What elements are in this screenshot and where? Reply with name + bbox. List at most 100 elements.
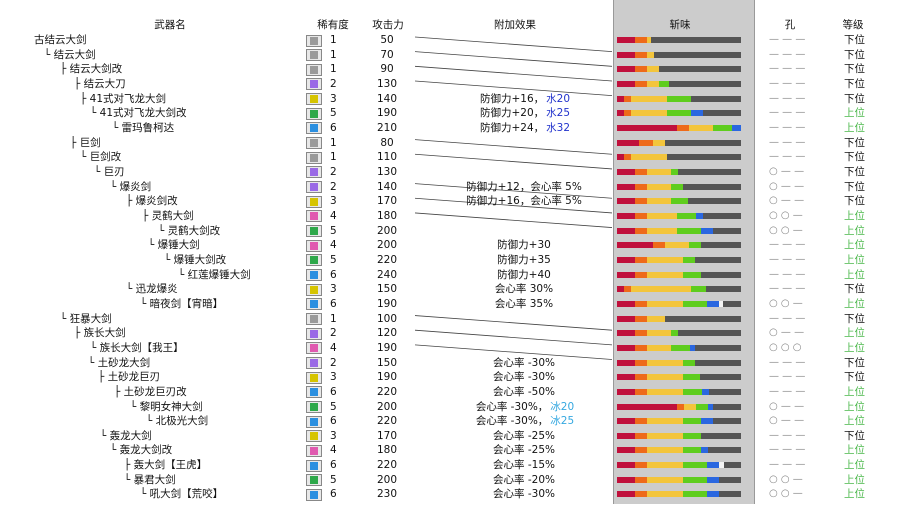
sharpness-bar <box>617 154 741 161</box>
slots-value: ○ — — <box>769 327 805 339</box>
sharpness-segment <box>683 432 701 439</box>
weapon-name[interactable]: └ 爆锤大剑 <box>148 239 200 252</box>
effect-text: 会心率 -30%， 冰20 <box>440 400 610 415</box>
rarity-icon <box>306 283 322 296</box>
weapon-name[interactable]: ├ 土砂龙巨刃 <box>98 371 161 384</box>
slots-value: ○ — — <box>769 415 805 427</box>
sharpness-segment <box>647 330 671 337</box>
sharpness-segment <box>671 183 683 190</box>
rarity-icon <box>306 49 322 62</box>
weapon-name[interactable]: └ 土砂龙大剑 <box>88 356 151 369</box>
weapon-name[interactable]: └ 迅龙爆炎 <box>126 283 178 296</box>
rarity-value: 6 <box>330 415 337 428</box>
effect-main: 防御力+40 <box>497 268 551 281</box>
weapon-name[interactable]: └ 吼大剑【荒咬】 <box>140 488 224 501</box>
weapon-name[interactable]: ├ 轰大剑【王虎】 <box>124 459 208 472</box>
slots-value: — — — <box>769 312 806 324</box>
header-effect: 附加效果 <box>494 19 536 31</box>
weapon-name[interactable]: └ 黎明女神大剑 <box>130 400 203 413</box>
weapon-name[interactable]: └ 雷玛鲁柯达 <box>112 121 175 134</box>
grade-value: 下位 <box>844 92 865 105</box>
sharpness-segment <box>617 315 635 322</box>
rarity-value: 2 <box>330 165 337 178</box>
weapon-name[interactable]: 古结云大剑 <box>34 34 87 46</box>
sharpness-segment <box>617 183 635 190</box>
weapon-name[interactable]: └ 族长大剑【我王】 <box>90 341 184 354</box>
rarity-value: 5 <box>330 253 337 266</box>
sharpness-segment <box>708 403 713 410</box>
weapon-name[interactable]: ├ 41式对飞龙大剑 <box>80 92 167 105</box>
rarity-icon <box>306 151 322 164</box>
sharpness-segment <box>707 300 719 307</box>
sharpness-segment <box>690 344 695 351</box>
weapon-row: └ 暗夜剑【宵暗】 6 190 会心率 35% ○ ○ — 上位 <box>0 297 914 312</box>
sharpness-bar <box>617 95 741 102</box>
weapon-name[interactable]: └ 狂暴大剑 <box>60 312 112 325</box>
sharpness-bar <box>617 168 741 175</box>
weapon-name[interactable]: └ 爆炎剑 <box>110 180 152 193</box>
sharpness-segment <box>702 388 710 395</box>
sharpness-bar <box>617 476 741 483</box>
rarity-icon <box>306 225 322 238</box>
attack-value: 90 <box>380 63 394 76</box>
effect-text: 会心率 -30% <box>440 487 610 502</box>
slots-value: ○ — — <box>769 165 805 177</box>
slots-value: — — — <box>769 107 806 119</box>
sharpness-segment <box>635 66 647 73</box>
weapon-name[interactable]: ├ 结云大刀 <box>74 77 126 90</box>
grade-value: 下位 <box>844 77 865 90</box>
sharpness-bar <box>617 491 741 498</box>
weapon-name[interactable]: ├ 巨剑 <box>70 136 101 149</box>
weapon-name[interactable]: └ 41式对飞龙大剑改 <box>90 107 187 120</box>
upgrade-path-line <box>414 153 613 170</box>
weapon-name[interactable]: └ 暴君大剑 <box>124 473 176 486</box>
rarity-value: 4 <box>330 341 337 354</box>
effect-text <box>440 33 610 48</box>
sharpness-bar <box>617 124 741 131</box>
effect-text: 防御力+40 <box>440 268 610 283</box>
weapon-name[interactable]: └ 暗夜剑【宵暗】 <box>140 297 224 310</box>
sharpness-segment <box>647 462 683 469</box>
weapon-row: └ 灵鹤大剑改 5 200 ○ ○ — 上位 <box>0 224 914 239</box>
effect-element: 水25 <box>546 107 571 120</box>
weapon-name[interactable]: └ 巨剑改 <box>80 151 122 164</box>
weapon-row: └ 雷玛鲁柯达 6 210 防御力+24， 水32 — — — 上位 <box>0 121 914 136</box>
attack-value: 140 <box>376 92 398 105</box>
weapon-name[interactable]: ├ 灵鹤大剑 <box>142 209 194 222</box>
sharpness-segment <box>683 418 701 425</box>
sharpness-segment <box>707 491 719 498</box>
weapon-name[interactable]: └ 爆锤大剑改 <box>164 253 227 266</box>
sharpness-segment <box>635 447 647 454</box>
attack-value: 190 <box>376 107 398 120</box>
attack-value: 130 <box>376 165 398 178</box>
weapon-name[interactable]: ├ 族长大剑 <box>74 327 126 340</box>
sharpness-segment <box>647 183 671 190</box>
weapon-name[interactable]: └ 巨刃 <box>94 165 125 178</box>
weapon-name[interactable]: └ 灵鹤大剑改 <box>158 224 221 237</box>
sharpness-bar <box>617 462 741 469</box>
weapon-name[interactable]: ├ 结云大剑改 <box>60 63 123 76</box>
sharpness-segment <box>719 300 723 307</box>
weapon-name[interactable]: ├ 土砂龙巨刃改 <box>114 385 187 398</box>
weapon-name[interactable]: └ 轰龙大剑改 <box>110 444 173 457</box>
weapon-name[interactable]: ├ 爆炎剑改 <box>126 195 178 208</box>
sharpness-segment <box>677 212 697 219</box>
effect-text: 防御力+16， 水20 <box>440 92 610 107</box>
attack-value: 170 <box>376 429 398 442</box>
weapon-name[interactable]: └ 北极光大剑 <box>146 415 209 428</box>
weapon-name[interactable]: └ 轰龙大剑 <box>100 429 152 442</box>
weapon-row: └ 狂暴大剑 1 100 — — — 下位 <box>0 312 914 327</box>
weapon-name[interactable]: └ 红莲爆锤大剑 <box>178 268 251 281</box>
sharpness-segment <box>635 37 647 43</box>
rarity-icon <box>306 195 322 208</box>
weapon-row: └ 巨刃 2 130 ○ — — 下位 <box>0 165 914 180</box>
rarity-icon <box>306 386 322 399</box>
slots-value: — — — <box>769 459 806 471</box>
rarity-value: 2 <box>330 77 337 90</box>
sharpness-segment <box>617 198 635 205</box>
grade-value: 上位 <box>844 415 865 428</box>
weapon-name[interactable]: └ 结云大剑 <box>44 48 96 61</box>
sharpness-segment <box>631 110 668 117</box>
upgrade-path-line <box>414 65 613 82</box>
grade-value: 下位 <box>844 34 865 46</box>
